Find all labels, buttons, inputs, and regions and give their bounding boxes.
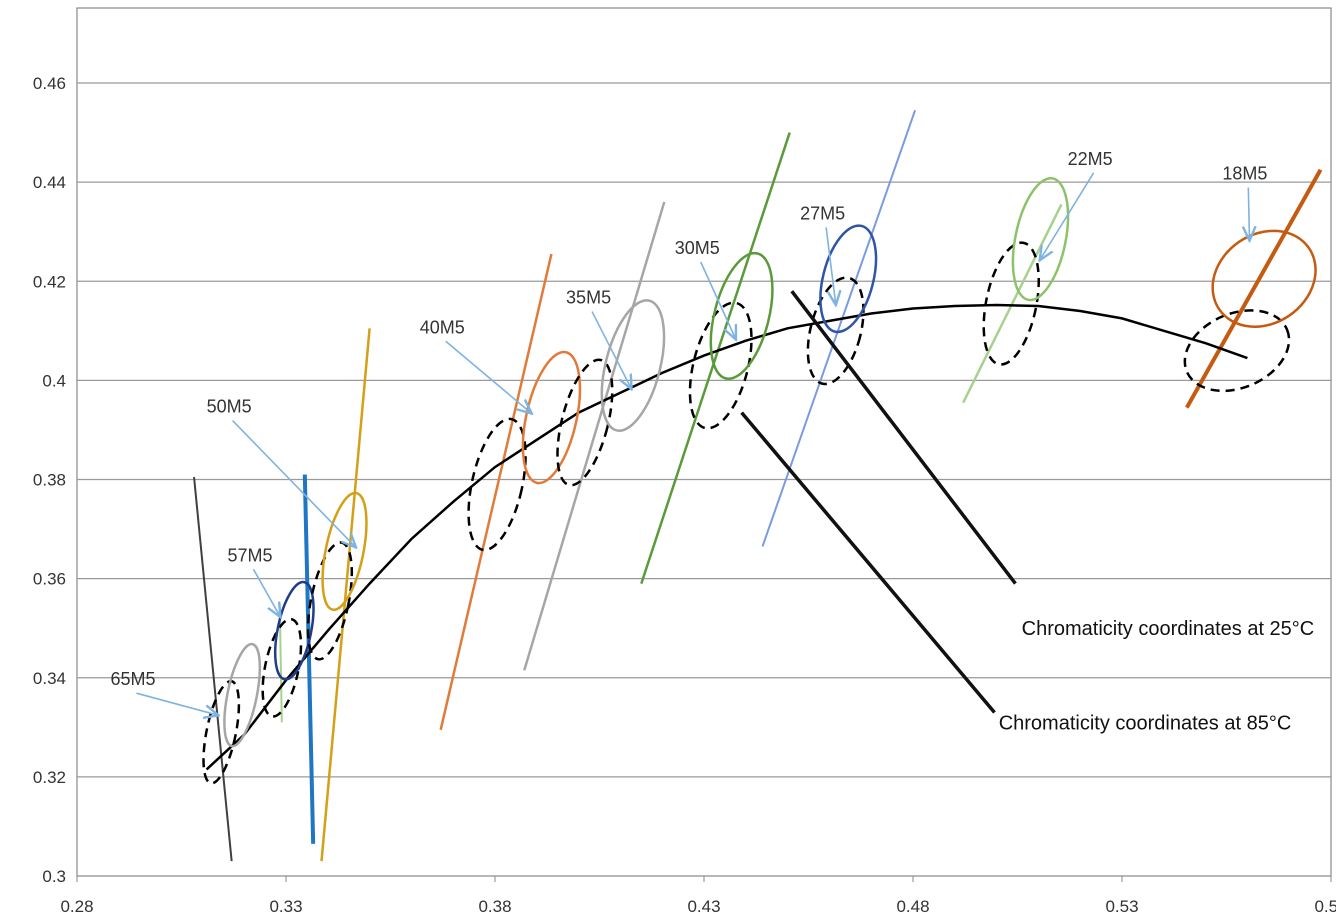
series-lines [193, 109, 1323, 862]
arrow-27m5 [825, 227, 836, 303]
series-line-40m5 [439, 253, 553, 731]
series-label-22m5: 22M5 [1068, 149, 1113, 169]
ellipse-85c-18m5 [1183, 309, 1291, 393]
series-ellipses [202, 176, 1317, 785]
series-line-35m5 [523, 201, 666, 671]
annotation-label: Chromaticity coordinates at 25°C [1022, 618, 1315, 640]
y-tick-label: 0.38 [33, 471, 66, 490]
arrow-35m5 [591, 311, 631, 388]
y-tick-label: 0.36 [33, 570, 66, 589]
ellipse-85c-30m5 [688, 301, 753, 430]
y-tick-label: 0.46 [33, 74, 66, 93]
series-line-30m5 [640, 132, 791, 584]
ellipse-25c-65m5 [223, 642, 262, 748]
series-label-35m5: 35M5 [566, 288, 611, 308]
arrow-57m5 [252, 568, 279, 616]
series-label-65m5: 65M5 [110, 669, 155, 689]
series-label-50m5: 50M5 [207, 397, 252, 417]
ellipse-25c-22m5 [1011, 176, 1070, 302]
ellipse-85c-27m5 [806, 276, 865, 386]
series-label-27m5: 27M5 [800, 203, 845, 223]
ellipse-25c-57m5 [273, 580, 315, 681]
arrow-50m5 [232, 420, 355, 547]
ellipse-25c-30m5 [709, 251, 774, 380]
arrow-65m5 [136, 692, 217, 715]
ellipse-85c-57m5 [261, 617, 303, 718]
arrow-18m5 [1248, 187, 1249, 239]
y-tick-label: 0.42 [33, 272, 66, 291]
y-tick-label: 0.44 [33, 173, 66, 192]
x-tick-label: 0.48 [896, 897, 929, 916]
annotation-line [790, 290, 1017, 585]
ellipse-85c-35m5 [556, 358, 614, 487]
y-tick-label: 0.32 [33, 768, 66, 787]
series-label-18m5: 18M5 [1222, 164, 1267, 184]
ellipse-25c-27m5 [819, 224, 878, 334]
x-tick-label: 0.28 [60, 897, 93, 916]
plot-frame [76, 7, 1332, 877]
series-line-50m5 [320, 328, 371, 862]
annotations: Chromaticity coordinates at 25°C Chromati… [740, 290, 1315, 734]
series-line-65m5 [193, 476, 233, 862]
x-tick-label: 0.53 [1105, 897, 1138, 916]
planckian-locus [205, 303, 1248, 771]
ellipse-25c-50m5 [321, 491, 368, 612]
annotation-label: Chromaticity coordinates at 85°C [999, 712, 1292, 734]
series-line-22m5 [962, 203, 1063, 404]
series-line-27m5 [761, 109, 917, 547]
series-line-57m5-line [302, 474, 316, 844]
arrow-22m5 [1040, 172, 1095, 259]
y-tick-label: 0.4 [42, 371, 66, 390]
x-axis-ticks: 0.28 0.33 0.38 0.43 0.48 0.53 0.58 [60, 876, 1336, 916]
grid-lines [77, 82, 1331, 778]
x-tick-label: 0.33 [269, 897, 302, 916]
annotation-line [740, 411, 996, 714]
ellipse-25c-18m5 [1211, 229, 1317, 328]
ellipse-25c-35m5 [600, 299, 666, 432]
locus-curve [205, 303, 1248, 771]
arrow-40m5 [445, 340, 531, 412]
ellipse-85c-40m5 [467, 417, 527, 552]
series-label-40m5: 40M5 [420, 317, 465, 337]
x-tick-label: 0.43 [687, 897, 720, 916]
series-labels: 65M5 57M5 50M5 40M5 35M5 30M5 27M5 22M5 18M5 [110, 149, 1267, 715]
series-label-57m5: 57M5 [227, 545, 272, 565]
ellipse-85c-22m5 [982, 241, 1040, 366]
x-tick-label: 0.58 [1314, 897, 1336, 916]
series-line-18m5 [1185, 168, 1323, 409]
y-tick-label: 0.3 [42, 867, 66, 886]
y-tick-label: 0.34 [33, 669, 66, 688]
y-axis-ticks: 0.3 0.32 0.34 0.36 0.38 0.4 0.42 0.44 0.46 [33, 74, 66, 886]
series-label-30m5: 30M5 [675, 238, 720, 258]
x-tick-label: 0.38 [478, 897, 511, 916]
arrow-30m5 [700, 261, 736, 338]
